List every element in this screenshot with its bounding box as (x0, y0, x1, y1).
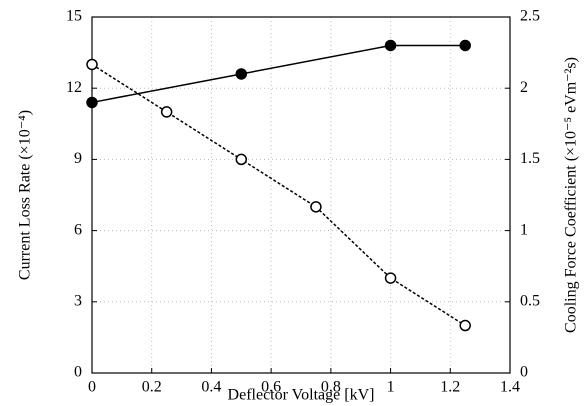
y-tick-label: 6 (74, 221, 82, 238)
y-tick-label: 12 (66, 79, 82, 96)
marker (86, 58, 98, 71)
x-tick-label: 0.4 (201, 379, 221, 396)
x-tick-label: 0.2 (142, 379, 162, 396)
y2-tick-label: 2 (520, 79, 528, 96)
marker (86, 96, 98, 109)
marker (160, 106, 173, 118)
marker (384, 39, 397, 52)
plot-frame (91, 16, 511, 374)
y-tick-label: 0 (74, 364, 82, 381)
y-tick-label: 3 (74, 292, 82, 309)
x-tick-label: 1.2 (440, 379, 460, 396)
x-tick-label: 0 (88, 379, 96, 396)
marker (310, 201, 322, 213)
y2-tick-label: 0.5 (520, 292, 540, 309)
series-line (91, 44, 466, 104)
y-axis-label: Current Loss Rate (×10⁻⁴) (17, 110, 34, 280)
marker (459, 319, 471, 332)
y-tick-label: 15 (66, 8, 82, 25)
x-tick-label: 0.8 (321, 379, 341, 396)
marker (235, 153, 248, 166)
marker (235, 68, 248, 80)
x-tick-label: 1 (387, 379, 395, 396)
series-line (91, 63, 466, 327)
x-tick-label: 0.6 (261, 379, 281, 396)
y-tick-label: 9 (74, 150, 82, 167)
y2-tick-label: 1 (520, 221, 528, 238)
marker (384, 272, 397, 284)
y2-tick-label: 0 (520, 364, 528, 381)
y2-tick-label: 1.5 (520, 150, 540, 167)
x-tick-label: 1.4 (500, 379, 520, 396)
x-axis-label: Deflector Voltage [kV] (228, 387, 375, 404)
marker (459, 39, 471, 52)
y2-axis-label: Cooling Force Coefficient (×10⁻⁵ eVm⁻²s) (563, 57, 580, 333)
y2-tick-label: 2.5 (520, 8, 540, 25)
